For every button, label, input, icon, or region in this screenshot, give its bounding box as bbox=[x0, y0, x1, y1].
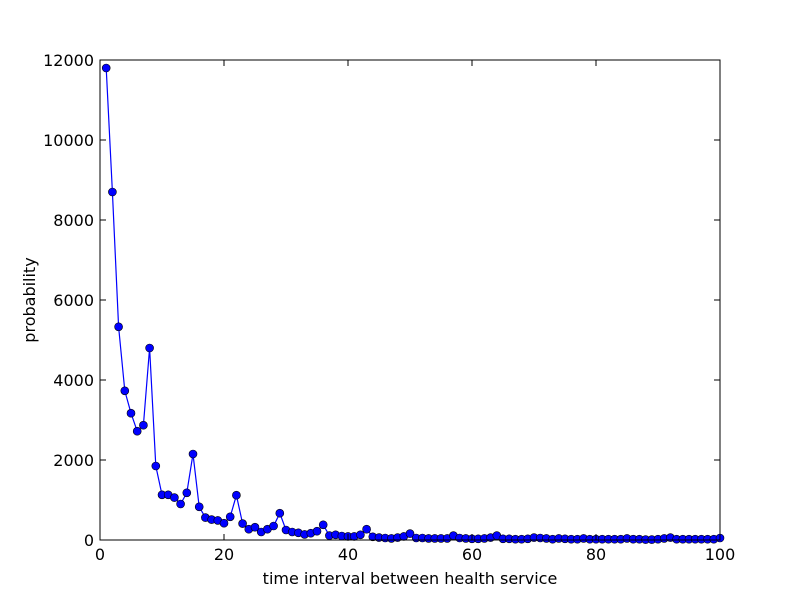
x-tick-label: 40 bbox=[338, 545, 358, 564]
plot-frame bbox=[99, 59, 721, 541]
y-tick-label: 2000 bbox=[53, 451, 94, 470]
y-tick-label: 4000 bbox=[53, 371, 94, 390]
data-point bbox=[356, 530, 365, 540]
y-tick-label: 8000 bbox=[53, 211, 94, 230]
y-axis-label: probability bbox=[20, 257, 39, 342]
y-tick-label: 10000 bbox=[43, 131, 94, 150]
data-point bbox=[176, 499, 185, 509]
y-tick-label: 0 bbox=[84, 531, 94, 550]
data-point bbox=[275, 508, 285, 518]
y-tick-label: 12000 bbox=[43, 51, 94, 70]
data-point bbox=[108, 187, 117, 197]
data-point bbox=[188, 449, 198, 459]
data-point bbox=[120, 386, 130, 396]
data-point bbox=[126, 408, 136, 418]
data-point bbox=[318, 520, 328, 530]
data-point bbox=[132, 426, 142, 436]
data-point bbox=[232, 490, 241, 500]
data-point bbox=[182, 488, 192, 498]
data-point bbox=[101, 63, 111, 73]
data-point bbox=[194, 502, 204, 512]
x-tick-label: 0 bbox=[95, 545, 105, 564]
data-point bbox=[139, 420, 148, 430]
y-tick-label: 6000 bbox=[53, 291, 94, 310]
data-point bbox=[114, 322, 123, 332]
x-tick-label: 80 bbox=[586, 545, 606, 564]
data-point bbox=[362, 524, 371, 534]
data-point bbox=[250, 522, 260, 532]
x-tick-label: 20 bbox=[214, 545, 234, 564]
plot-area bbox=[100, 60, 720, 540]
data-point bbox=[312, 526, 322, 536]
x-tick-label: 60 bbox=[462, 545, 482, 564]
x-tick-label: 100 bbox=[705, 545, 736, 564]
series-layer bbox=[101, 63, 725, 544]
data-point bbox=[269, 521, 278, 531]
x-axis-label: time interval between health service bbox=[263, 569, 558, 588]
data-point bbox=[145, 343, 154, 353]
ticks-layer: 0 20 40 60 80 100 0 2000 4000 6000 8000 10000 12000 bbox=[43, 51, 735, 564]
data-point bbox=[219, 518, 229, 528]
data-point bbox=[151, 461, 161, 471]
data-point bbox=[170, 493, 179, 502]
data-point bbox=[405, 529, 415, 538]
data-point bbox=[225, 512, 235, 522]
data-point bbox=[238, 519, 247, 528]
